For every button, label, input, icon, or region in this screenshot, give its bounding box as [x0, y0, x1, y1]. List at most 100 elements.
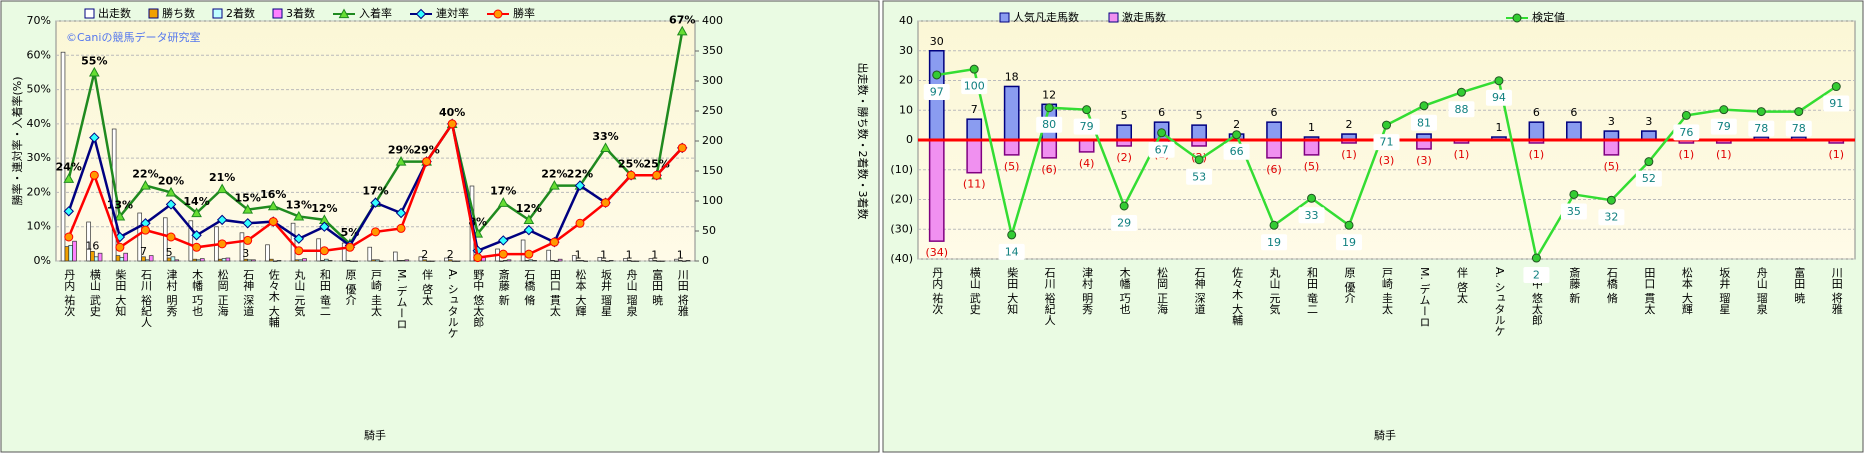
legend-label: 人気凡走馬数 — [1013, 10, 1079, 24]
data-label: 17% — [362, 185, 388, 198]
data-label: (5) — [1304, 160, 1320, 173]
x-tick-label: 佐々木 大輔 — [267, 268, 280, 328]
bar — [550, 260, 555, 262]
x-tick-label: 斎藤 新 — [1568, 266, 1581, 304]
data-label: (1) — [1529, 148, 1545, 161]
marker — [932, 70, 942, 80]
bar — [294, 259, 300, 262]
x-tick-label: 原 優介 — [344, 269, 357, 306]
marker — [1194, 155, 1204, 165]
data-label: 5 — [166, 246, 173, 259]
bar — [239, 232, 245, 262]
marker — [1644, 157, 1654, 167]
bar — [60, 51, 66, 262]
bar — [400, 260, 406, 262]
bar — [148, 255, 154, 262]
marker — [1494, 76, 1504, 86]
bar — [163, 217, 168, 262]
x-tick-label: 舟山 瑠泉 — [1755, 266, 1768, 315]
y-tick-label: 20 — [899, 74, 913, 87]
y-tick-label: (20) — [890, 193, 913, 206]
marker — [165, 186, 177, 197]
bar — [634, 260, 640, 262]
data-label: 13% — [286, 198, 312, 211]
bar — [188, 220, 194, 262]
marker — [498, 249, 508, 259]
y2-tick-label: 400 — [702, 14, 723, 27]
data-label-bg — [1298, 207, 1325, 224]
data-label: 1 — [1495, 121, 1502, 134]
data-label: (1) — [1828, 148, 1844, 161]
data-label: (5) — [1004, 160, 1020, 173]
bar — [247, 259, 252, 262]
data-label: (3) — [1416, 154, 1432, 167]
data-label: (5) — [1604, 160, 1620, 173]
data-label-bg — [1036, 116, 1063, 133]
data-label: 22% — [567, 168, 593, 181]
data-label: 40% — [439, 106, 465, 119]
marker — [677, 143, 687, 153]
data-label: 12 — [1042, 88, 1056, 101]
marker — [268, 217, 278, 227]
y2-tick-label: 50 — [702, 224, 716, 237]
bar — [353, 260, 358, 262]
data-label: (3) — [1379, 154, 1395, 167]
data-label: (1) — [1716, 148, 1732, 161]
data-label: 71 — [1380, 136, 1394, 149]
marker — [242, 218, 253, 229]
legend-swatch — [212, 8, 223, 19]
bar — [327, 260, 333, 262]
legend-swatch — [84, 8, 95, 19]
bar — [648, 258, 654, 262]
data-label: 1 — [575, 248, 582, 261]
data-label: 3 — [242, 247, 249, 260]
marker — [1082, 105, 1092, 115]
marker — [140, 225, 150, 235]
marker — [1512, 13, 1522, 23]
bar — [499, 260, 504, 262]
x-tick-label: 川田 将雅 — [676, 269, 689, 317]
data-label: 18 — [1005, 70, 1019, 83]
data-label: 24% — [56, 161, 82, 174]
x-tick-label: A. シュタルケ — [1493, 267, 1506, 336]
bar — [520, 239, 526, 262]
bar — [597, 257, 603, 262]
legend-label: 検定値 — [1532, 10, 1565, 24]
bar — [685, 260, 691, 262]
x-tick-label: 松本 大輝 — [574, 268, 587, 317]
data-label: 2 — [447, 248, 454, 261]
bar — [378, 260, 384, 262]
marker — [415, 8, 427, 20]
bar — [217, 258, 223, 262]
y2-axis-title: 出走数・勝ち数・2着数・3着数 — [856, 63, 870, 220]
marker — [370, 197, 381, 208]
data-label: (1) — [1454, 148, 1470, 161]
data-label: 16 — [85, 239, 99, 252]
legend-swatch — [1108, 12, 1119, 23]
data-label-bg — [1823, 95, 1850, 112]
bar — [396, 260, 402, 262]
x-tick-label: 原 優介 — [1343, 267, 1356, 304]
marker — [626, 170, 636, 180]
marker — [64, 232, 74, 242]
marker — [293, 233, 305, 244]
legend-label: 2着数 — [226, 6, 255, 20]
marker — [969, 64, 979, 74]
data-label: 20% — [158, 174, 184, 187]
bar — [1266, 139, 1282, 159]
bar — [546, 249, 551, 262]
data-label: 2 — [421, 248, 428, 261]
x-tick-label: 石川 裕紀人 — [1043, 267, 1056, 326]
data-label: (6) — [1266, 163, 1282, 176]
x-tick-label: 石橋 脩 — [1605, 267, 1618, 304]
data-label-bg — [1186, 168, 1213, 185]
x-tick-label: 石神 深道 — [1193, 267, 1206, 315]
bar — [371, 259, 376, 262]
legend-label: 3着数 — [286, 6, 315, 20]
data-label: (1) — [1341, 148, 1357, 161]
bar — [966, 118, 983, 141]
marker — [523, 214, 535, 224]
y-tick-label: 60% — [27, 48, 51, 61]
data-label-bg — [1485, 89, 1512, 106]
x-tick-label: 松岡 正海 — [216, 268, 229, 317]
